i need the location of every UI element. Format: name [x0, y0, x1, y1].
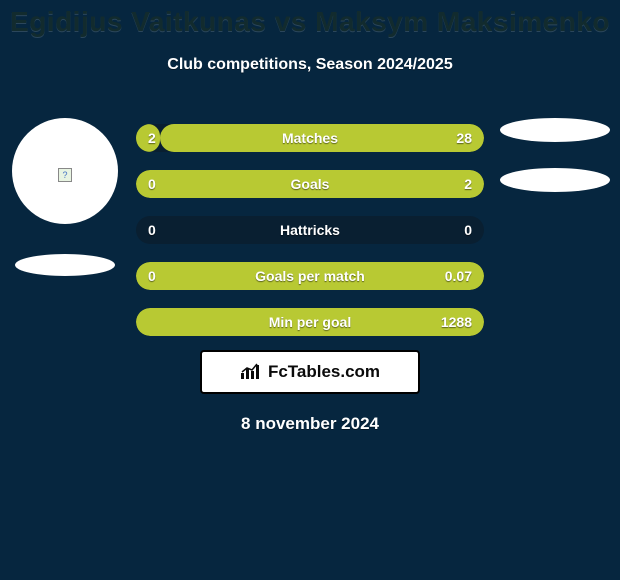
stat-value-right: 28: [456, 124, 472, 152]
player-left-avatar: ?: [12, 118, 118, 224]
stat-row: Min per goal1288: [136, 308, 484, 336]
stat-label: Goals per match: [136, 262, 484, 290]
stat-row: 2Matches28: [136, 124, 484, 152]
image-placeholder-icon: ?: [58, 168, 72, 182]
page-title: Egidijus Vaitkunas vs Maksym Maksimenko: [0, 0, 620, 38]
stat-value-right: 1288: [441, 308, 472, 336]
stat-label: Min per goal: [136, 308, 484, 336]
player-right-shadow-1: [500, 118, 610, 142]
brand-badge: FcTables.com: [200, 350, 420, 394]
bar-chart-icon: [240, 363, 262, 381]
subtitle: Club competitions, Season 2024/2025: [0, 56, 620, 74]
stat-value-right: 0.07: [445, 262, 472, 290]
stat-label: Hattricks: [136, 216, 484, 244]
stat-label: Goals: [136, 170, 484, 198]
stat-row: 0Goals2: [136, 170, 484, 198]
brand-text: FcTables.com: [268, 362, 380, 382]
stat-value-right: 0: [464, 216, 472, 244]
stat-row: 0Goals per match0.07: [136, 262, 484, 290]
player-right-shadow-2: [500, 168, 610, 192]
player-left-column: ?: [10, 118, 120, 276]
stat-row: 0Hattricks0: [136, 216, 484, 244]
stat-value-right: 2: [464, 170, 472, 198]
stat-bars: 2Matches280Goals20Hattricks00Goals per m…: [136, 124, 484, 354]
date-caption: 8 november 2024: [0, 414, 620, 434]
player-left-shadow: [15, 254, 115, 276]
stat-label: Matches: [136, 124, 484, 152]
player-right-column: [500, 118, 610, 218]
